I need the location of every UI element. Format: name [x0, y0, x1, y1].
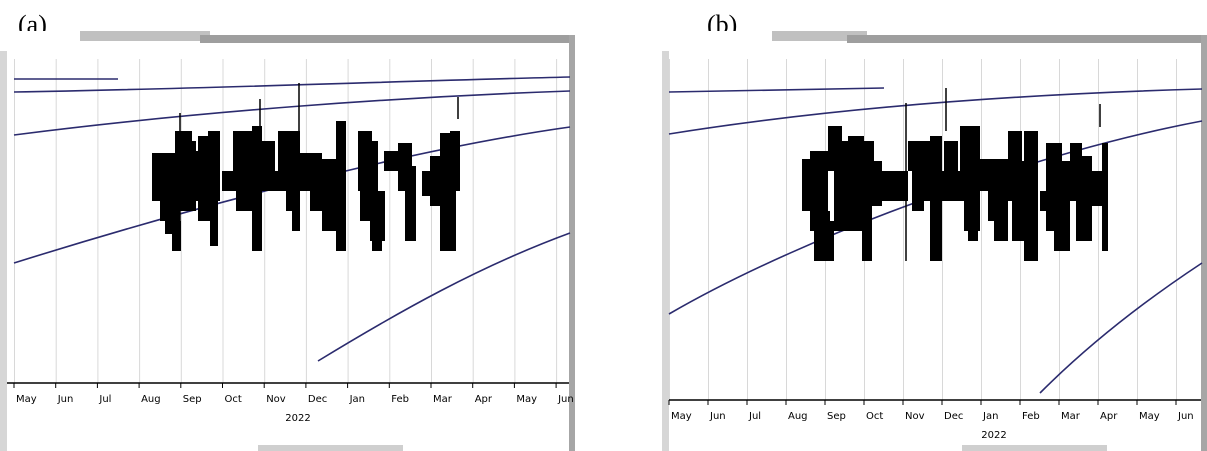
bar-segment: [1076, 156, 1092, 241]
bar-segment: [310, 181, 322, 211]
x-tick-label: Feb: [391, 394, 409, 405]
x-tick-label: Jul: [748, 411, 761, 422]
x-tick-label: Dec: [944, 411, 963, 422]
x-tick-label: Feb: [1022, 411, 1040, 422]
bar-segment: [944, 141, 958, 191]
scrollbar: [258, 445, 403, 451]
bar-segment: [208, 131, 220, 201]
x-tick-label: Jan: [982, 411, 998, 422]
bar-segment: [172, 221, 181, 251]
bar-segment: [292, 191, 300, 231]
scrollbar: [962, 445, 1107, 451]
x-tick-label: Oct: [866, 411, 883, 422]
bar-segment: [1092, 171, 1102, 206]
year-label: 2022: [981, 430, 1006, 441]
x-tick-label: May: [16, 394, 37, 405]
window-frame-right: [569, 35, 575, 451]
bar-segment: [872, 171, 908, 201]
x-tick-label: Jul: [98, 394, 111, 405]
bar-segment: [450, 131, 460, 191]
bar-segment: [820, 221, 834, 261]
window-frame-top: [200, 35, 575, 43]
x-tick-label: Sep: [183, 394, 202, 405]
x-tick-label: May: [516, 394, 537, 405]
bar-segment: [405, 166, 416, 241]
bar-segment: [968, 201, 978, 241]
x-tick-label: Nov: [266, 394, 286, 405]
x-tick-label: Nov: [905, 411, 925, 422]
curve-line: [668, 88, 1203, 135]
bar-segment: [384, 151, 398, 171]
x-tick-label: Apr: [1100, 411, 1118, 422]
x-tick-label: Aug: [788, 411, 808, 422]
bar-segment: [262, 141, 275, 181]
curve-line: [317, 232, 571, 362]
window-frame-right: [1201, 35, 1207, 451]
bar-segment: [210, 201, 218, 246]
x-tick-label: Jun: [709, 411, 726, 422]
bar-segment: [1024, 131, 1038, 261]
bar-segment: [1054, 161, 1070, 251]
bar-segment: [252, 126, 262, 251]
x-tick-label: Jun: [57, 394, 74, 405]
bar-segment: [930, 136, 942, 261]
x-tick-label: Mar: [433, 394, 453, 405]
bar-segment: [372, 211, 382, 251]
window-frame-left: [662, 51, 669, 451]
bar-segment: [322, 191, 336, 231]
bar-segment: [1102, 143, 1108, 251]
chart-b: May Jun Jul Aug Sep Oct Nov Dec Jan Feb Mar Apr May J…: [662, 31, 1207, 451]
x-tick-label: Sep: [827, 411, 846, 422]
bar-segment: [862, 206, 872, 261]
bar-segment: [1012, 161, 1024, 241]
year-label: 2022: [285, 413, 310, 424]
x-tick-label: Dec: [308, 394, 327, 405]
x-tick-label: Jun: [557, 394, 574, 405]
x-tick-label: Jan: [349, 394, 365, 405]
x-tick-label: Mar: [1061, 411, 1081, 422]
window-title-strip: [80, 31, 210, 41]
curve-line: [1039, 262, 1203, 394]
x-tick-label: Apr: [475, 394, 493, 405]
x-tick-label: Jun: [1177, 411, 1194, 422]
x-tick-label: May: [1139, 411, 1160, 422]
x-tick-label: Oct: [225, 394, 242, 405]
bar-segment: [994, 191, 1008, 241]
x-tick-label: Aug: [141, 394, 161, 405]
bar-segment: [858, 141, 874, 206]
curve-line: [13, 76, 571, 93]
bar-segment: [336, 121, 346, 251]
window-title-strip: [772, 31, 867, 41]
x-tick-label: May: [671, 411, 692, 422]
curve-line: [13, 90, 571, 136]
bar-segment: [198, 136, 210, 221]
plot-background: [0, 31, 575, 451]
window-frame-top: [847, 35, 1207, 43]
chart-a: May Jun Jul Aug Sep Oct Nov Dec Jan Feb Mar Apr May J…: [0, 31, 575, 451]
window-frame-left: [0, 51, 7, 451]
curve-line: [668, 87, 885, 93]
bar-segment: [912, 141, 924, 211]
